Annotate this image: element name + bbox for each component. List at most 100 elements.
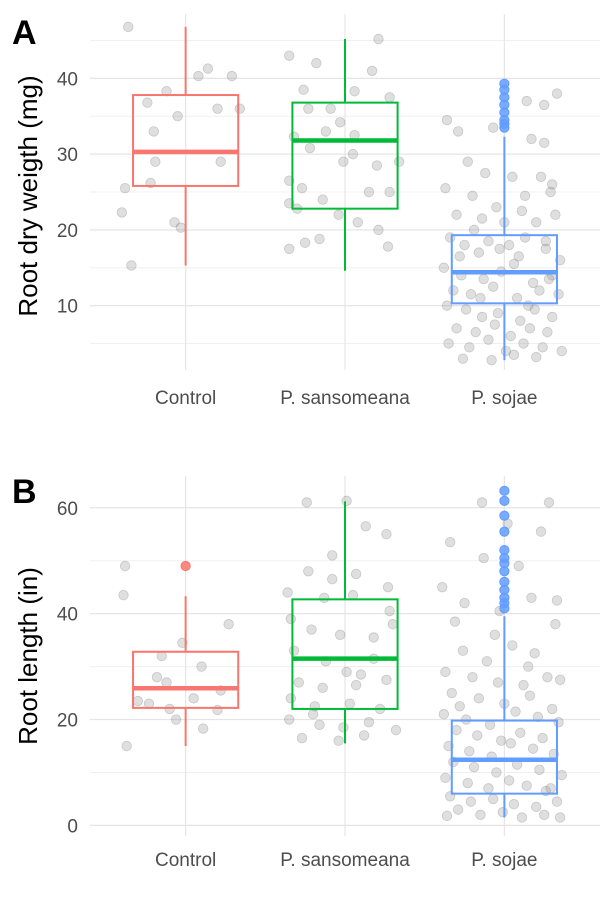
panel-b-jitter-point [535,526,547,537]
panel-b-outlier-point [499,576,510,587]
panel-a-jitter-point [542,326,553,338]
panel-a-jitter-point [467,190,478,201]
panel-a-jitter-point [526,133,537,145]
panel-b-jitter-point [554,812,566,823]
panel-a-jitter-point [535,171,547,183]
panel-b-jitter-point [529,648,540,659]
panel-a-jitter-point [516,205,528,217]
panel-b-jitter-point [284,714,295,725]
panel-a-jitter-point [451,323,462,334]
panel-a-jitter-point [553,289,564,300]
panel-a-jitter-point [366,65,378,77]
panel-a-jitter-point [335,117,346,128]
panel-b-jitter-point [483,783,494,794]
panel-b-jitter-point [282,587,293,598]
panel-b-jitter-point [545,783,556,794]
panel-b-jitter-point [553,716,564,728]
panel-b-jitter-point [314,719,325,731]
panel-a-jitter-point [352,217,363,228]
panel-a-jitter-point [349,86,360,97]
panel-a-jitter-point [546,311,558,323]
panel-b-jitter-point [503,775,515,786]
panel-b-jitter-point [384,605,395,617]
panel-b-jitter-point [539,809,550,821]
panel-a-jitter-point [534,285,545,296]
panel-a-jitter-point [462,156,473,167]
panel-b-jitter-point [317,682,328,693]
panel-a-jitter-point [175,222,187,233]
panel-a-jitter-point [304,142,316,154]
panel-b-jitter-point [121,740,132,752]
panel-a-jitter-point [465,289,477,300]
panel-a-jitter-point [488,281,499,292]
panel-a-jitter-point [551,88,563,99]
panel-b-jitter-point [164,703,175,715]
panel-a-jitter-points [116,21,567,366]
panel-b-jitter-point [151,671,163,683]
panel-a-jitter-point [303,103,314,114]
panel-b-jitter-point [467,671,478,683]
panel-a-jitter-point [371,160,383,171]
panel-a-jitter-point [494,243,505,255]
panel-a-x-tick-label: P. sojae [471,388,537,409]
panel-a-jitter-point [314,233,325,245]
panel-b-jitter-point [307,709,319,720]
panel-b-jitter-point [212,704,223,716]
panel-b-jitter-point [438,709,450,720]
panel-a-y-tick-label: 30 [57,145,78,166]
panel-a-jitter-point [505,330,516,342]
panel-a-jitter-point [460,304,472,315]
panel-a-jitter-point [513,251,524,262]
panel-b-jitter-point [387,619,399,630]
panel-a-jitter-point [215,156,226,167]
panel-a-jitter-point [116,207,128,218]
panel-a-jitter-point [478,273,489,285]
panel-a-y-tick-label: 10 [57,297,78,318]
panel-a-jitter-point [347,148,359,160]
panel-a-jitter-point [515,315,526,326]
panel-b-jitter-point [475,809,486,821]
panel-b-jitter-point [505,738,516,749]
panel-a-jitter-point [443,338,454,349]
panel-a-jitter-point [529,304,540,315]
panel-a-jitter-point [457,353,469,364]
panel-b-jitter-point [288,645,300,656]
panel-a-jitter-point [169,217,180,228]
panel-b-jitter-point [543,497,555,508]
panel-b-outlier-point [180,560,191,572]
panel-b-x-tick-label: P. sojae [471,850,537,871]
panel-b-jitter-point [335,629,346,641]
panel-a-jitter-point [476,213,488,224]
panel-b-jitter-point [360,521,371,532]
panel-a-jitter-point [150,156,161,167]
panel-b-outlier-point [499,526,510,537]
panel-b-jitter-point [381,529,392,540]
panel-a-jitter-point [325,103,336,114]
panel-a-x-tick-label: Control [155,388,216,409]
panel-a-jitter-point [338,156,349,167]
panel-a-jitter-point [441,114,453,126]
panel-a-jitter-point [473,247,485,258]
panel-b-x-tick-label: Control [155,850,216,871]
panel-a-jitter-point [537,342,548,353]
panel-a-jitter-point [119,183,131,194]
panel-b-jitter-point [197,723,209,734]
panel-b-box-body [450,719,558,795]
panel-a-jitter-point [527,277,539,289]
panel-a-box-body [132,94,240,187]
panel-a-jitter-point [384,186,395,198]
panel-a-jitter-point [492,307,504,319]
panel-a-y-axis-label: Root dry weigth (mg) [13,75,43,316]
panel-b-box-2 [291,501,399,744]
panel-b-y-tick-label: 0 [67,816,78,837]
panel-b-box-3 [450,485,558,818]
panel-b-jitter-point [296,732,308,744]
panel-b-jitter-point [556,769,567,781]
panel-b-jitter-point [537,732,548,744]
panel-b-jitter-point [449,616,461,627]
panel-b-jitter-point [358,730,370,741]
panel-b-jitter-point [327,574,338,585]
panel-b-jitter-point [489,629,501,641]
panel-b-jitter-point [551,796,563,807]
panel-b-jitter-point [524,690,536,701]
